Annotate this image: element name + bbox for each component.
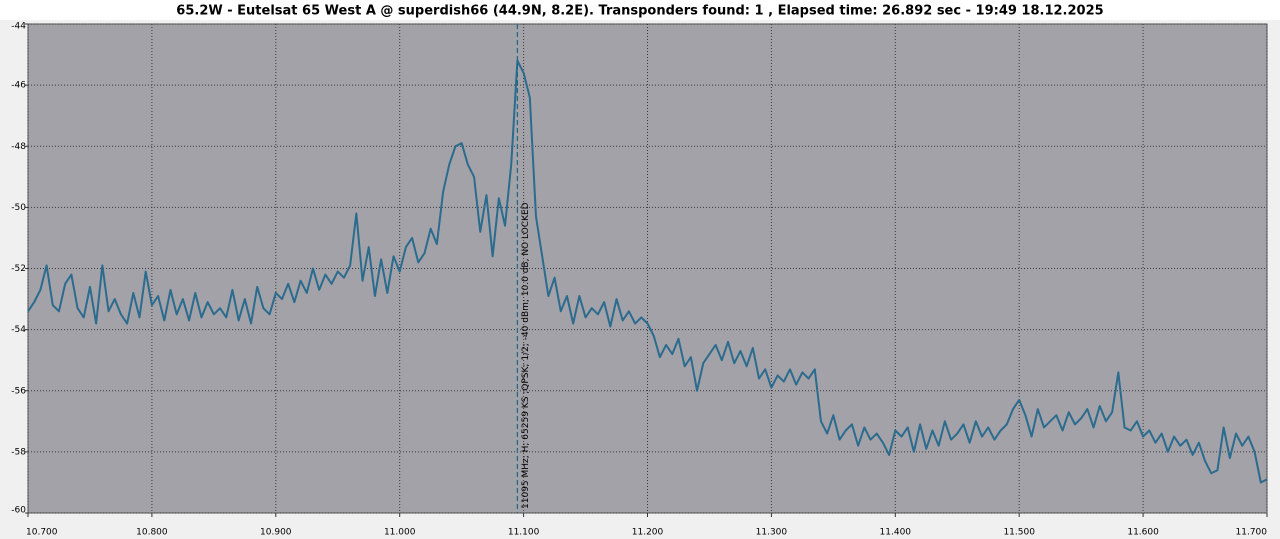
y-tick-label: -50: [11, 203, 26, 213]
y-tick-label: -44: [11, 22, 26, 32]
x-tick-label: 11.300: [756, 528, 788, 538]
y-tick-label: -60: [11, 506, 26, 516]
x-tick-label: 11.500: [1003, 528, 1035, 538]
x-tick-label: 10.800: [136, 528, 168, 538]
y-tick-label: -58: [11, 447, 26, 457]
title-bar: [0, 0, 1280, 20]
y-tick-label: -56: [11, 386, 26, 396]
x-tick-label: 10.700: [26, 528, 58, 538]
x-tick-label: 11.600: [1127, 528, 1159, 538]
x-tick-label: 11.400: [880, 528, 912, 538]
chart-title: 65.2W - Eutelsat 65 West A @ superdish66…: [176, 4, 1103, 19]
x-tick-label: 11.100: [508, 528, 540, 538]
y-tick-label: -48: [11, 142, 26, 152]
x-tick-label: 11.200: [632, 528, 664, 538]
x-tick-label: 11.000: [384, 528, 416, 538]
transponder-label: 11095 MHz; H; 65259 KS ;QPSK; 1/2; -40 d…: [521, 202, 531, 509]
y-tick-label: -52: [11, 264, 26, 274]
spectrum-line: [27, 59, 1268, 484]
x-tick-label: 10.900: [260, 528, 292, 538]
x-tick-label: 11.700: [1236, 528, 1268, 538]
y-tick-label: -54: [11, 325, 26, 335]
y-tick-label: -46: [11, 81, 26, 91]
